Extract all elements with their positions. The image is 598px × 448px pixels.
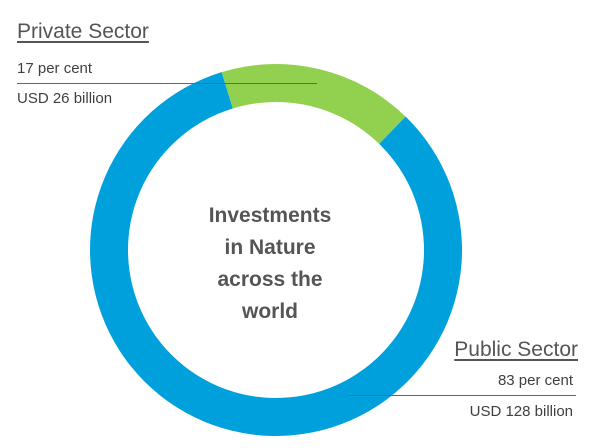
- center-label: Investments in Nature across the world: [190, 200, 350, 328]
- center-label-line-1: Investments: [208, 204, 332, 227]
- private-sector-rule: [17, 83, 317, 84]
- private-sector-amount: USD 26 billion: [17, 90, 113, 107]
- public-sector-heading: Public Sector: [454, 338, 578, 361]
- private-sector-percent: 17 per cent: [17, 60, 93, 77]
- public-sector-percent: 83 per cent: [497, 372, 573, 389]
- private-sector-slice: [221, 63, 406, 144]
- center-label-line-2: in Nature: [224, 236, 316, 259]
- center-label-line-3: across the: [217, 268, 323, 291]
- private-sector-heading: Private Sector: [17, 20, 149, 43]
- public-sector-rule: [348, 395, 576, 396]
- public-sector-amount: USD 128 billion: [469, 403, 573, 420]
- center-label-line-4: world: [242, 300, 298, 323]
